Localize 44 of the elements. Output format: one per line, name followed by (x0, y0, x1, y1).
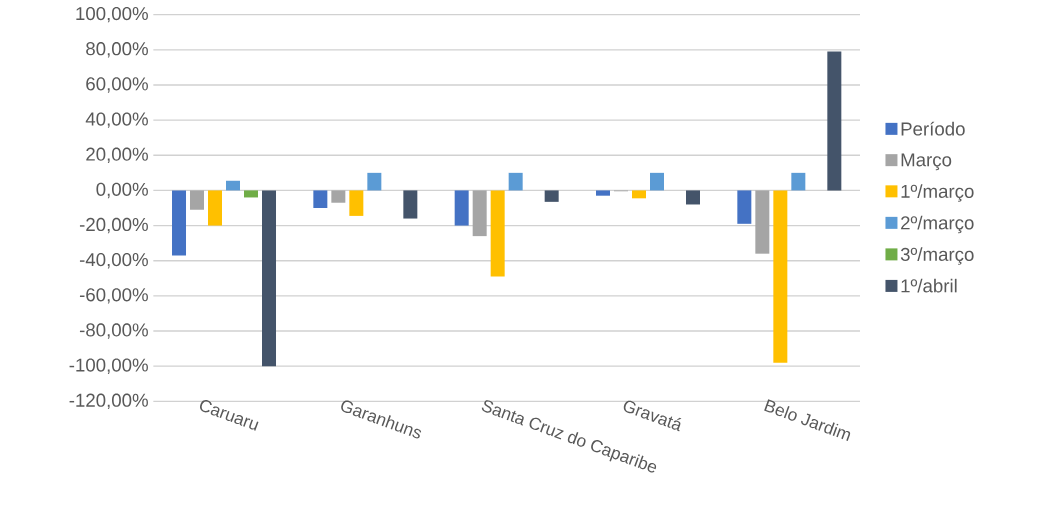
legend-label: 2º/março (901, 215, 974, 234)
y-tick-label: 40,00% (85, 112, 148, 128)
bar (331, 190, 346, 203)
bar (172, 190, 187, 256)
bar (632, 190, 646, 199)
bar (208, 190, 223, 226)
y-tick-label: -20,00% (79, 218, 148, 234)
y-tick-label: 60,00% (86, 77, 148, 93)
legend-label: 1º/março (901, 184, 974, 202)
bar (686, 190, 700, 205)
legend-label: 1º/abril (901, 278, 957, 293)
bar (755, 190, 770, 254)
bar (349, 190, 364, 217)
y-tick-label: 80,00% (86, 42, 148, 58)
bar (791, 173, 806, 191)
y-tick-label: 20,00% (86, 147, 148, 164)
bar (262, 190, 277, 367)
y-tick-label: -40,00% (79, 253, 148, 269)
y-tick-label: -120,00% (69, 393, 148, 410)
bar (508, 173, 523, 191)
bar (454, 190, 469, 226)
y-tick-label: -100,00% (69, 358, 148, 375)
bar (190, 190, 205, 210)
bar (244, 190, 259, 198)
y-tick-label: -60,00% (79, 288, 148, 304)
legend-label: 3º/março (900, 247, 974, 265)
bar (596, 190, 611, 196)
x-tick-label: Belo Jardim (764, 399, 851, 442)
y-tick-label: -80,00% (79, 323, 148, 339)
bar (472, 190, 487, 237)
y-tick-label: 0,00% (96, 182, 148, 199)
bar (737, 190, 752, 224)
bar (650, 173, 664, 191)
bar (367, 173, 382, 191)
bar (490, 190, 505, 277)
bar (773, 190, 788, 363)
y-tick-label: 100,00% (76, 7, 148, 23)
bar (313, 190, 328, 209)
legend-label: Março (901, 153, 952, 171)
bar (827, 51, 842, 191)
bar (226, 180, 241, 191)
bar (403, 190, 418, 219)
bar (544, 190, 559, 203)
legend-label: Período (901, 121, 965, 136)
